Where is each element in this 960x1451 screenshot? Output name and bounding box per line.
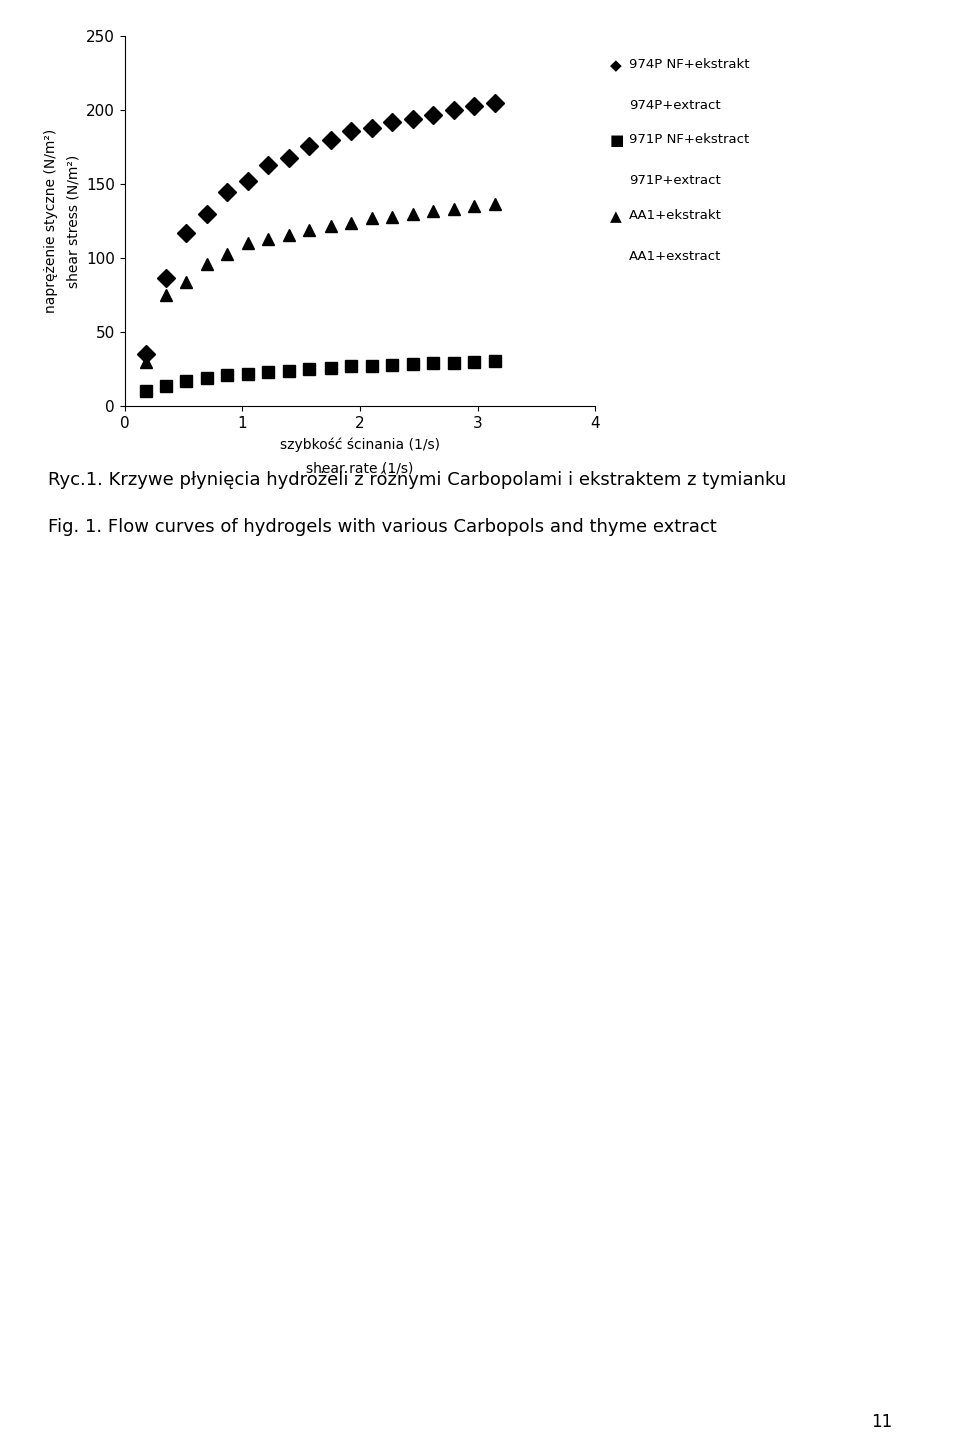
Y-axis label: naprężenie styczne (N/m²)
shear stress (N/m²): naprężenie styczne (N/m²) shear stress (… xyxy=(44,129,81,313)
Text: 974P+extract: 974P+extract xyxy=(629,99,720,112)
Text: AA1+exstract: AA1+exstract xyxy=(629,250,721,263)
Text: Fig. 1. Flow curves of hydrogels with various Carbopols and thyme extract: Fig. 1. Flow curves of hydrogels with va… xyxy=(48,518,717,535)
Text: 11: 11 xyxy=(872,1413,893,1431)
Text: 971P+extract: 971P+extract xyxy=(629,174,721,187)
Text: 974P NF+ekstrakt: 974P NF+ekstrakt xyxy=(629,58,750,71)
Text: 971P NF+ekstract: 971P NF+ekstract xyxy=(629,133,749,147)
Text: Ryc.1. Krzywe płynięcia hydrożeli z różnymi Carbopolami i ekstraktem z tymianku: Ryc.1. Krzywe płynięcia hydrożeli z różn… xyxy=(48,470,786,489)
Text: ◆: ◆ xyxy=(610,58,621,73)
Text: ▲: ▲ xyxy=(610,209,621,223)
X-axis label: szybkość ścinania (1/s)
shear rate (1/s): szybkość ścinania (1/s) shear rate (1/s) xyxy=(280,438,440,476)
Text: AA1+ekstrakt: AA1+ekstrakt xyxy=(629,209,722,222)
Text: ■: ■ xyxy=(610,133,624,148)
